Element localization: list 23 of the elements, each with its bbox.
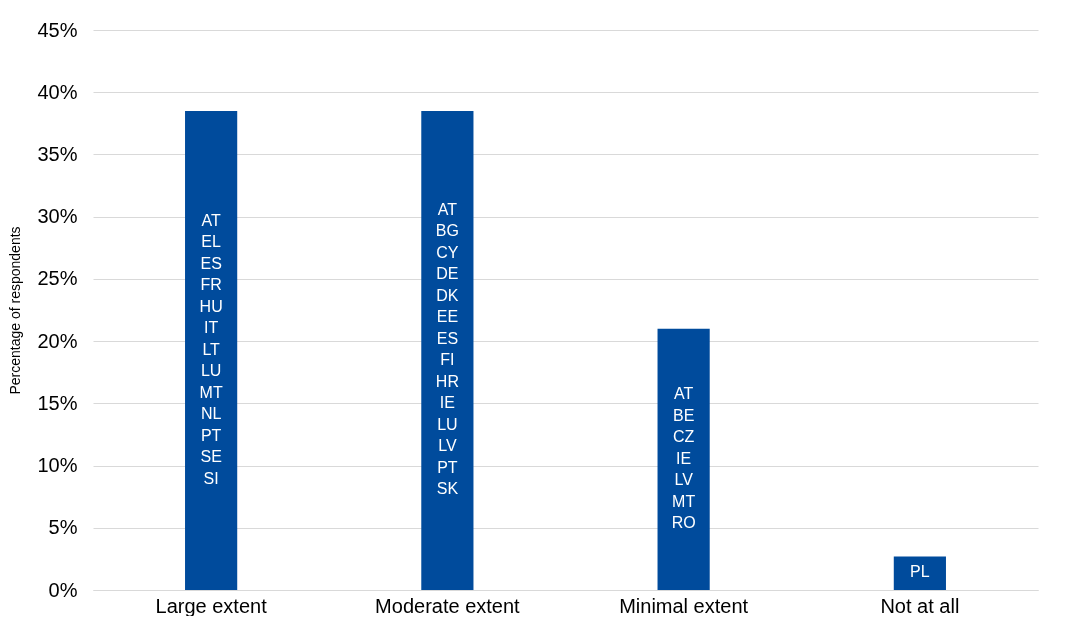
text: AT BG CY DE DK EE ES FI HR IE LU LV PT SK: [435, 200, 459, 498]
y-tick-label: 15%: [37, 391, 78, 414]
y-tick-label: 35%: [37, 142, 78, 165]
x-tick-label: Minimal extent: [619, 594, 749, 617]
x-tick-label: Not at all: [880, 594, 960, 617]
y-tick-label: 45%: [37, 18, 78, 41]
y-tick-label: 10%: [37, 454, 78, 477]
bar: [657, 328, 710, 590]
y-tick-label: 25%: [37, 267, 78, 290]
x-tick-label: Moderate extent: [375, 594, 521, 617]
y-tick-label: 5%: [48, 516, 78, 539]
bar: [893, 556, 946, 590]
x-tick-label: Large extent: [155, 594, 268, 617]
y-axis-title: Percentage of respondents: [7, 226, 24, 395]
bar: [421, 110, 474, 590]
bar: [185, 110, 238, 590]
text: AT EL ES FR HU IT LT LU MT NL PT SE SI: [199, 211, 223, 487]
y-tick-label: 30%: [37, 205, 78, 228]
y-tick-label: 20%: [37, 329, 78, 352]
annotation: PL: [910, 563, 930, 581]
y-tick-label: 40%: [37, 80, 78, 103]
y-tick-label: 0%: [48, 578, 78, 601]
annotation: AT BE CZ IE LV MT RO: [671, 385, 696, 532]
